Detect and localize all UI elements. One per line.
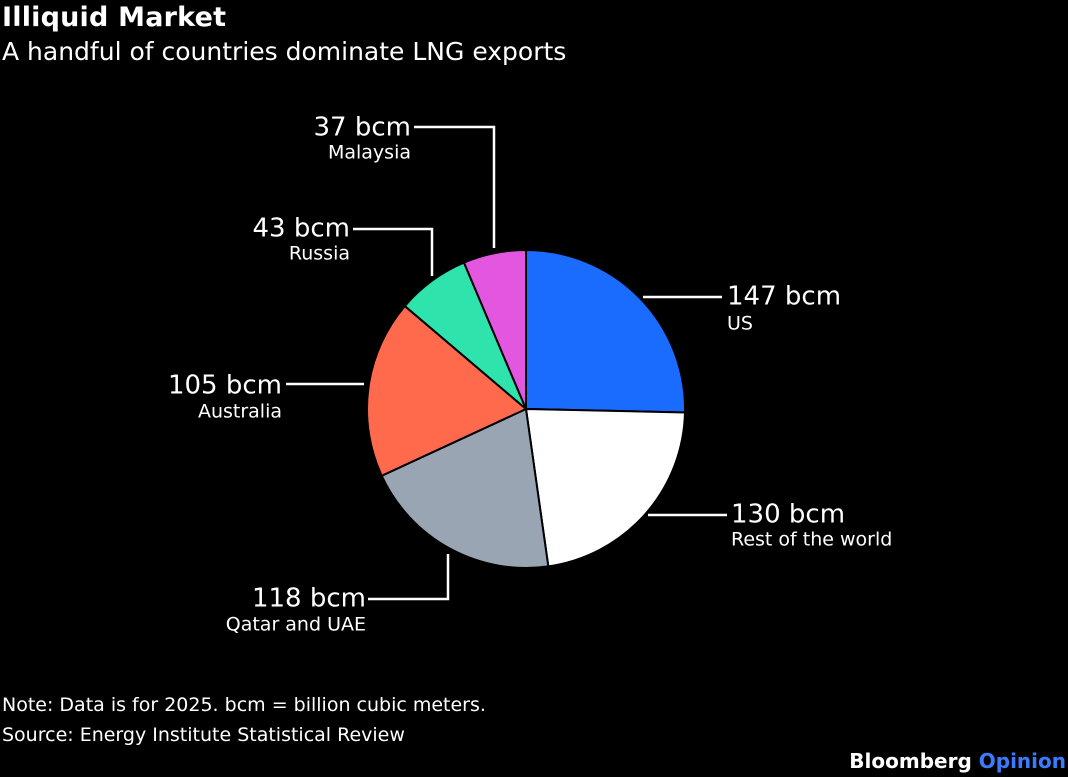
value-label-us: 147 bcm: [727, 282, 841, 312]
value-label-russia: 43 bcm: [253, 214, 350, 244]
leader-line-malaysia: [414, 125, 496, 248]
pie-slice-qatar-and-uae: [380, 407, 550, 569]
chart-note: Note: Data is for 2025. bcm = billion cu…: [2, 694, 486, 716]
category-label-rest-of-the-world: Rest of the world: [731, 529, 892, 551]
brand-name: Bloomberg: [849, 749, 972, 773]
value-label-australia: 105 bcm: [168, 371, 282, 401]
chart-subtitle: A handful of countries dominate LNG expo…: [2, 37, 567, 66]
pie-slice-malaysia: [462, 248, 527, 410]
pie-slice-australia: [366, 304, 528, 478]
chart-title: Illiquid Market: [2, 2, 227, 33]
brand-logo: Bloomberg Opinion: [849, 747, 1066, 775]
category-label-australia: Australia: [198, 401, 282, 423]
chart-source: Source: Energy Institute Statistical Rev…: [2, 724, 405, 746]
leader-line-qatar-and-uae: [368, 554, 450, 601]
leader-line-russia: [353, 227, 434, 276]
category-label-malaysia: Malaysia: [328, 142, 411, 164]
value-label-qatar-and-uae: 118 bcm: [252, 584, 366, 614]
category-label-us: US: [727, 313, 753, 335]
brand-suffix: Opinion: [978, 749, 1066, 773]
pie-slice-us: [525, 248, 686, 414]
category-label-russia: Russia: [289, 243, 350, 265]
value-label-rest-of-the-world: 130 bcm: [731, 500, 845, 530]
pie-slice-rest-of-the-world: [524, 407, 686, 568]
category-label-qatar-and-uae: Qatar and UAE: [226, 614, 366, 636]
value-label-malaysia: 37 bcm: [314, 113, 411, 143]
